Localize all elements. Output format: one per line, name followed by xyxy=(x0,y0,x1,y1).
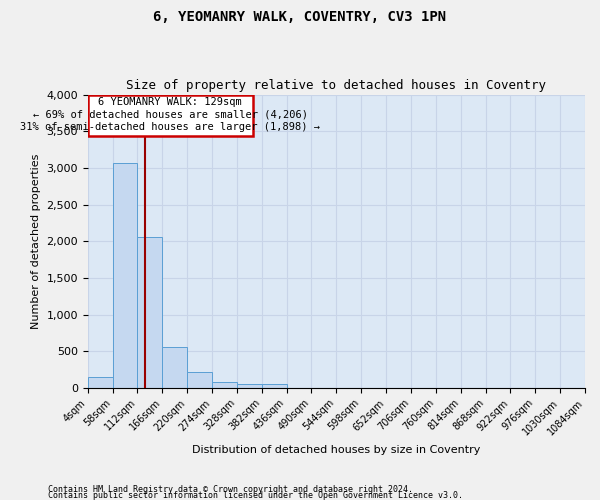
Text: Contains HM Land Registry data © Crown copyright and database right 2024.: Contains HM Land Registry data © Crown c… xyxy=(48,484,413,494)
FancyBboxPatch shape xyxy=(88,96,253,136)
Bar xyxy=(212,382,237,388)
Bar xyxy=(137,237,163,388)
Title: Size of property relative to detached houses in Coventry: Size of property relative to detached ho… xyxy=(127,79,547,92)
X-axis label: Distribution of detached houses by size in Coventry: Distribution of detached houses by size … xyxy=(192,445,481,455)
Bar xyxy=(113,164,137,388)
Text: 31% of semi-detached houses are larger (1,898) →: 31% of semi-detached houses are larger (… xyxy=(20,122,320,132)
Text: Contains public sector information licensed under the Open Government Licence v3: Contains public sector information licen… xyxy=(48,490,463,500)
Text: ← 69% of detached houses are smaller (4,206): ← 69% of detached houses are smaller (4,… xyxy=(33,110,308,120)
Bar xyxy=(237,384,262,388)
Y-axis label: Number of detached properties: Number of detached properties xyxy=(31,154,41,329)
Bar xyxy=(187,372,212,388)
Bar xyxy=(88,377,113,388)
Text: 6 YEOMANRY WALK: 129sqm: 6 YEOMANRY WALK: 129sqm xyxy=(98,97,242,107)
Bar xyxy=(262,384,287,388)
Bar xyxy=(163,347,187,388)
Text: 6, YEOMANRY WALK, COVENTRY, CV3 1PN: 6, YEOMANRY WALK, COVENTRY, CV3 1PN xyxy=(154,10,446,24)
